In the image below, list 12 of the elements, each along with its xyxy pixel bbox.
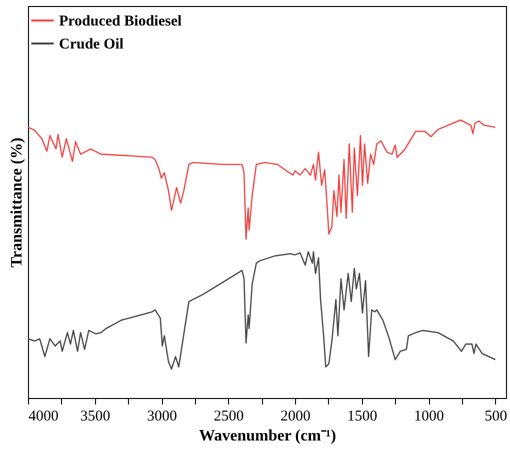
x-tick-label: 2000 [280, 408, 311, 424]
y-axis-title: Transmittance (%) [8, 138, 26, 268]
legend-label: Produced Biodiesel [59, 14, 182, 30]
x-axis-title: Wavenumber (cm⁻¹) [198, 428, 336, 444]
x-tick-label: 500 [484, 408, 508, 424]
x-tick-label: 4000 [28, 408, 58, 424]
x-tick-label: 3000 [147, 408, 178, 424]
x-tick-label: 3500 [80, 408, 110, 424]
x-tick-label: 2500 [214, 408, 244, 424]
legend-label: Crude Oil [59, 36, 124, 52]
x-tick-label: 1000 [414, 408, 444, 424]
x-tick-label: 1500 [347, 408, 378, 424]
